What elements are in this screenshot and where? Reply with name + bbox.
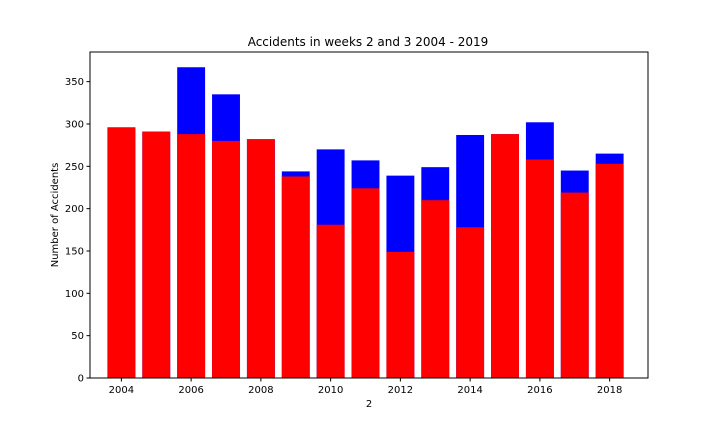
y-tick-label: 200 bbox=[65, 204, 84, 215]
chart-title: Accidents in weeks 2 and 3 2004 - 2019 bbox=[248, 35, 489, 49]
y-tick-label: 0 bbox=[78, 374, 84, 385]
x-tick-label: 2004 bbox=[109, 385, 134, 396]
y-tick-label: 350 bbox=[65, 77, 84, 88]
bar-series-2-2017 bbox=[560, 192, 589, 378]
y-axis: 0 50 100 150 200 250 300 350 bbox=[65, 77, 90, 385]
x-tick-label: 2012 bbox=[388, 385, 413, 396]
bar-series-2-2015 bbox=[491, 134, 519, 378]
y-tick-label: 250 bbox=[65, 162, 84, 173]
y-tick-label: 300 bbox=[65, 119, 84, 130]
x-axis: 2004 2006 2008 2010 2012 2014 2016 2018 bbox=[109, 378, 622, 396]
bars bbox=[107, 67, 624, 379]
x-tick-label: 2008 bbox=[248, 385, 273, 396]
x-tick-label: 2010 bbox=[318, 385, 343, 396]
plot-frame bbox=[89, 51, 649, 379]
y-axis-label: Number of Accidents bbox=[50, 163, 61, 268]
bar-series-2-2005 bbox=[142, 131, 171, 378]
y-tick-label: 50 bbox=[71, 331, 84, 342]
x-tick-label: 2006 bbox=[178, 385, 203, 396]
bar-series-2-2008 bbox=[246, 139, 275, 378]
bar-series-2-2004 bbox=[107, 127, 136, 378]
bar-series-2-2012 bbox=[386, 251, 415, 378]
y-tick-label: 100 bbox=[65, 289, 84, 300]
bar-series-2-2009 bbox=[281, 176, 310, 378]
x-tick-label: 2018 bbox=[597, 385, 622, 396]
x-axis-label: 2 bbox=[366, 399, 372, 410]
bar-series-2-2006 bbox=[177, 134, 206, 378]
bar-series-2-2011 bbox=[351, 188, 380, 378]
x-tick-label: 2014 bbox=[457, 385, 482, 396]
bar-series-2-2013 bbox=[421, 200, 450, 378]
bar-series-2-2016 bbox=[525, 159, 554, 378]
y-tick-label: 150 bbox=[65, 246, 84, 257]
bar-series-2-2014 bbox=[456, 227, 485, 378]
bar-series-2-2010 bbox=[316, 224, 345, 378]
x-tick-label: 2016 bbox=[527, 385, 552, 396]
bar-series-2-2018 bbox=[595, 163, 624, 378]
bar-series-2-2007 bbox=[212, 140, 240, 378]
